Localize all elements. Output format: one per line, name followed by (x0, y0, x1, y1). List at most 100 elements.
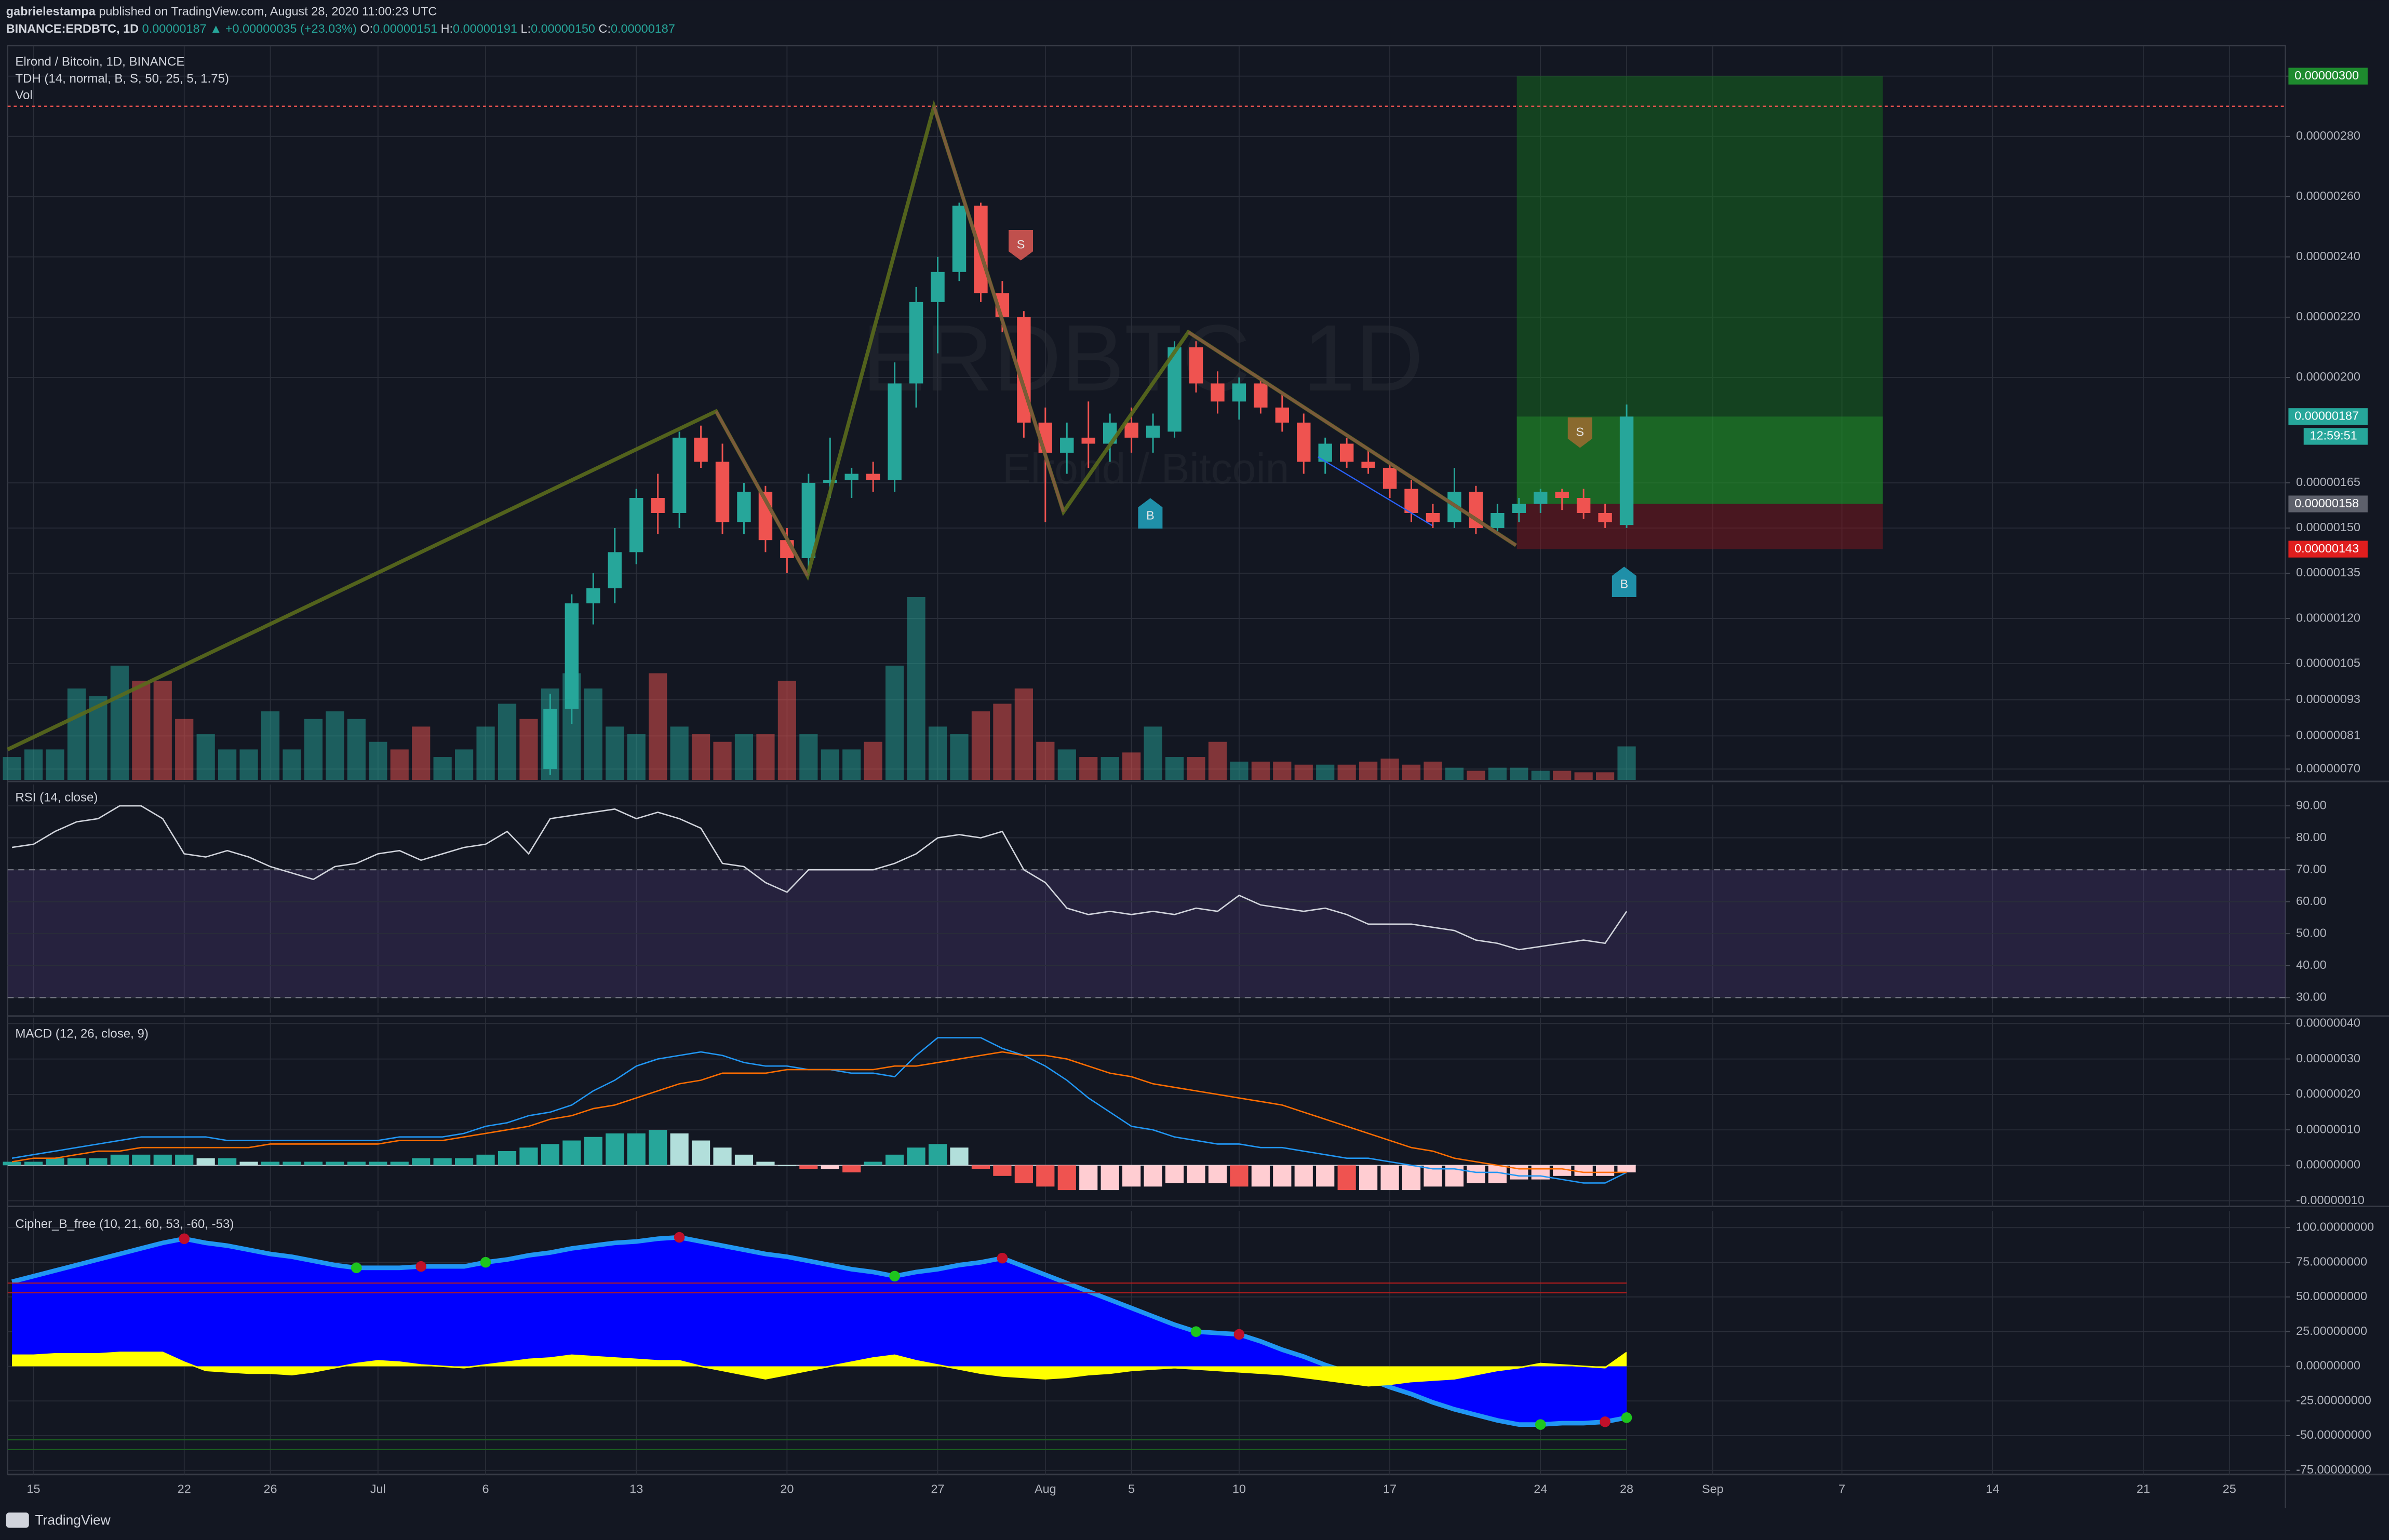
histogram-bar (1036, 1165, 1055, 1187)
volume-bar (476, 726, 495, 780)
sell-dot (997, 1252, 1008, 1264)
histogram-bar (261, 1161, 280, 1166)
y-tick-label: 100.00000000 (2296, 1220, 2374, 1234)
volume-bar (907, 597, 925, 780)
price-label: 0.00000300 (2294, 69, 2359, 82)
candle-body (651, 497, 665, 513)
rsi-line (11, 805, 1628, 951)
rsi-title: RSI (14, close) (15, 791, 98, 805)
money-flow-area (12, 1352, 1627, 1386)
histogram-bar (175, 1154, 194, 1166)
volume-bar (218, 749, 237, 780)
histogram-bar (864, 1161, 882, 1166)
volume-bar (734, 734, 754, 780)
histogram-bar (369, 1161, 387, 1166)
y-tick-label: 0.00000120 (2296, 611, 2360, 624)
volume-bar (261, 711, 280, 780)
volume-bar (196, 734, 215, 780)
histogram-bar (885, 1154, 904, 1166)
volume-bar (1273, 761, 1292, 780)
td-line-down (932, 106, 1065, 512)
sell-dot (1233, 1329, 1245, 1340)
histogram-bar (390, 1161, 409, 1166)
money-flow-line (12, 1352, 1627, 1387)
volume-bar (1208, 741, 1227, 780)
volume-bar (864, 741, 882, 780)
volume-bar (1337, 764, 1356, 780)
volume-bar (1057, 749, 1076, 780)
histogram-bar (412, 1158, 431, 1166)
candle-body (866, 474, 880, 480)
candle-body (565, 603, 579, 709)
histogram-bar (907, 1147, 925, 1166)
candle-body (543, 709, 557, 769)
candle-body (844, 474, 858, 480)
candle-body (1512, 504, 1526, 513)
histogram-bar (3, 1161, 21, 1166)
histogram-bar (713, 1147, 732, 1166)
volume-bar (1531, 771, 1550, 780)
histogram-bar (433, 1158, 452, 1166)
histogram-bar (1617, 1165, 1636, 1172)
volume-bar (606, 726, 624, 780)
trend-line (1318, 456, 1433, 526)
histogram-bar (110, 1154, 129, 1166)
histogram-bar (218, 1158, 237, 1166)
histogram-bar (89, 1158, 108, 1166)
macd-line (11, 1051, 1627, 1173)
volume-bar (1595, 772, 1615, 780)
histogram-bar (799, 1165, 818, 1169)
y-tick-label: 0.00000070 (2296, 761, 2360, 775)
y-tick-label: -75.00000000 (2296, 1463, 2371, 1476)
volume-bar (1251, 761, 1270, 780)
buy-dot (351, 1262, 362, 1274)
histogram-bar (326, 1161, 344, 1166)
histogram-bar (1574, 1165, 1593, 1176)
candle-body (1598, 512, 1612, 522)
histogram-bar (1595, 1165, 1615, 1176)
buy-dot (889, 1271, 900, 1282)
histogram-bar (627, 1133, 646, 1166)
x-tick-label: 7 (1838, 1482, 1845, 1495)
histogram-bar (132, 1154, 151, 1166)
price-label: 0.00000187 (2294, 409, 2359, 423)
published: published on TradingView.com, August 28,… (99, 5, 437, 18)
candle-body (1232, 383, 1246, 402)
x-tick-label: 28 (1620, 1482, 1633, 1495)
sell-dot (674, 1232, 685, 1243)
histogram-bar (1316, 1165, 1335, 1187)
y-tick-label: 0.00000260 (2296, 189, 2360, 202)
symbol-line: BINANCE:ERDBTC, 1D 0.00000187 ▲ +0.00000… (6, 22, 675, 35)
histogram-bar (691, 1140, 710, 1166)
candle-body (1146, 425, 1160, 438)
sell-dot (415, 1261, 426, 1272)
buy-dot (480, 1257, 491, 1268)
x-tick-label: 20 (780, 1482, 794, 1495)
volume-bar (1316, 764, 1335, 780)
volume-bar (1079, 757, 1098, 780)
candle-body (737, 492, 751, 522)
volume-bar (1574, 772, 1593, 780)
x-tick-label: 22 (178, 1482, 191, 1495)
volume-bar (950, 734, 969, 780)
x-tick-label: Aug (1035, 1482, 1056, 1495)
volume-bar (885, 666, 904, 780)
histogram-bar (519, 1147, 538, 1166)
volume-bar (369, 741, 387, 780)
x-tick-label: 24 (1534, 1482, 1547, 1495)
td-line-down (715, 410, 809, 577)
histogram-bar (756, 1161, 775, 1166)
volume-bar (1380, 758, 1399, 780)
volume-bar (153, 681, 172, 780)
histogram-bar (196, 1158, 215, 1166)
histogram-bar (606, 1133, 624, 1166)
y-tick-label: 0.00000240 (2296, 249, 2360, 263)
histogram-bar (1467, 1165, 1485, 1183)
y-tick-label: 0.00000010 (2296, 1122, 2360, 1136)
candle-body (1619, 416, 1634, 525)
y-tick-label: 80.00 (2296, 830, 2327, 844)
sell-dot (1600, 1416, 1610, 1427)
candle-body (1275, 407, 1290, 423)
buy-dot (1535, 1419, 1546, 1430)
volume-bar (46, 749, 64, 780)
